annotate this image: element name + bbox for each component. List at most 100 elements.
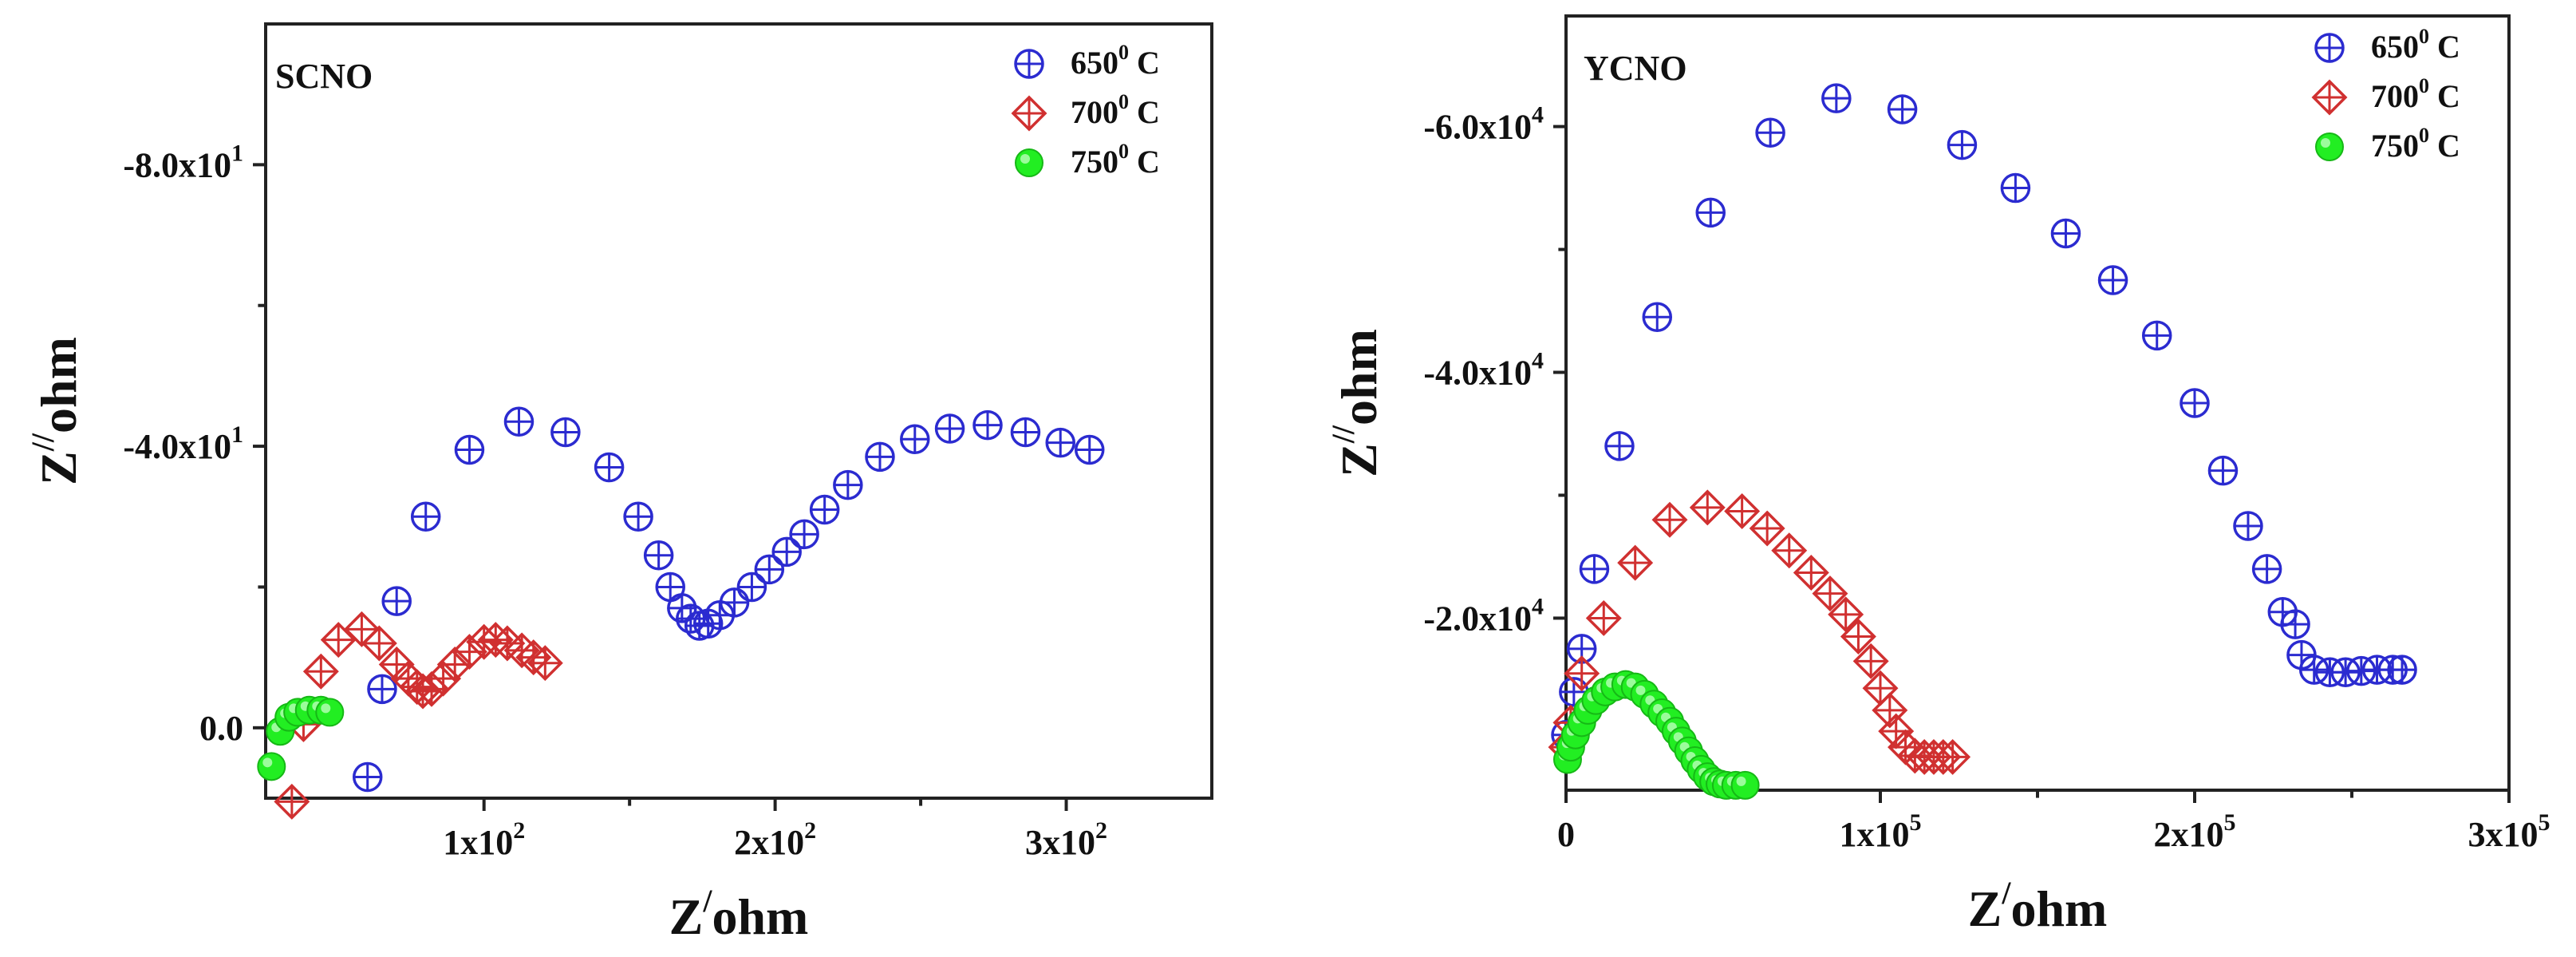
- legend: 6500 C 7000 C 7500 C: [2311, 25, 2460, 164]
- data-point: [1585, 599, 1622, 636]
- data-point: [1642, 302, 1673, 332]
- data-point: [274, 783, 310, 820]
- x-tick-label: 3x102: [1025, 817, 1107, 862]
- data-point: [410, 501, 441, 532]
- data-point: [1045, 427, 1075, 458]
- data-point: [934, 413, 965, 444]
- legend-marker: [2315, 132, 2344, 161]
- data-point: [527, 645, 563, 682]
- x-tick-label: 1x102: [443, 817, 525, 862]
- data-point: [315, 698, 345, 727]
- data-point: [2050, 218, 2081, 249]
- data-point: [1689, 489, 1726, 526]
- data-point: [503, 406, 535, 437]
- series-750: [257, 695, 345, 781]
- legend-marker: [2314, 33, 2345, 63]
- x-tick-label: 2x105: [2154, 809, 2236, 854]
- data-point: [343, 611, 380, 647]
- x-axis-title: Z/ohm: [669, 883, 809, 945]
- data-point: [2141, 320, 2172, 351]
- x-axis-title: Z/ohm: [1968, 875, 2108, 937]
- data-point: [361, 625, 397, 662]
- data-point: [2000, 172, 2031, 204]
- x-tick-label: 1x105: [1840, 809, 1922, 854]
- data-point: [594, 452, 625, 483]
- data-point: [2233, 511, 2263, 541]
- data-point: [719, 587, 750, 618]
- y-tick-label: -4.0x101: [123, 421, 243, 466]
- scno-panel: 1x102 2x102 3x102 0.0 -4.0x101 -8.0x101 Z/ohm Z…: [25, 22, 1213, 945]
- panel-title: YCNO: [1584, 49, 1687, 88]
- legend-marker: [1015, 148, 1043, 177]
- data-point: [2180, 388, 2210, 418]
- data-point: [454, 434, 485, 465]
- data-point: [2207, 455, 2239, 486]
- x-tick-label: 0: [1557, 815, 1575, 854]
- series-650: [352, 406, 1105, 793]
- panel-title: SCNO: [275, 57, 373, 96]
- legend-label: 7500 C: [2371, 124, 2460, 164]
- x-tick-label: 2x102: [734, 817, 816, 862]
- data-point: [1821, 83, 1852, 113]
- data-point: [1771, 532, 1808, 569]
- y-tick-label: 0.0: [199, 709, 243, 748]
- legend-label: 7000 C: [2371, 74, 2460, 114]
- data-point: [302, 653, 339, 690]
- y-axis-title: Z//ohm: [25, 337, 87, 485]
- data-point: [754, 554, 785, 585]
- legend-marker: [1014, 49, 1044, 79]
- ycno-panel: 0 1x105 2x105 3x105 -2.0x104 -4.0x104 -6.0x104…: [1325, 14, 2550, 937]
- data-point: [1887, 94, 1918, 125]
- data-point: [1724, 493, 1761, 529]
- data-point: [2298, 654, 2329, 685]
- data-point: [1695, 197, 1726, 228]
- data-point: [550, 417, 581, 448]
- y-tick-label: -6.0x104: [1423, 102, 1544, 147]
- data-point: [833, 469, 863, 500]
- data-point: [789, 519, 819, 550]
- data-point: [1749, 510, 1785, 547]
- data-point: [1812, 575, 1848, 612]
- data-point: [771, 536, 802, 567]
- y-tick-label: -4.0x104: [1423, 348, 1544, 393]
- data-point: [381, 586, 412, 616]
- plot-frame: [264, 22, 1213, 800]
- series-700: [1548, 489, 1971, 775]
- legend-label: 7500 C: [1071, 140, 1160, 180]
- data-point: [2330, 657, 2361, 687]
- data-point: [865, 441, 895, 473]
- data-point: [809, 494, 840, 525]
- data-point: [900, 424, 930, 455]
- data-point: [1579, 554, 1610, 584]
- data-point: [1793, 555, 1829, 591]
- data-point: [972, 409, 1003, 441]
- legend-label: 7000 C: [1071, 90, 1160, 130]
- data-point: [1651, 501, 1688, 538]
- data-point: [655, 571, 685, 603]
- data-point: [643, 540, 674, 571]
- y-tick-label: -8.0x101: [123, 140, 243, 184]
- data-point: [1604, 431, 1635, 461]
- data-point: [1617, 544, 1654, 581]
- series-750: [1552, 670, 1760, 800]
- x-tick-label: 3x105: [2468, 809, 2550, 854]
- data-point: [1010, 417, 1041, 448]
- data-point: [257, 752, 286, 781]
- legend: 6500 C 7000 C 7500 C: [1011, 41, 1160, 180]
- data-point: [1755, 117, 1785, 148]
- data-point: [2346, 655, 2377, 686]
- data-point: [2251, 554, 2282, 584]
- data-point: [1730, 770, 1760, 800]
- y-axis-title: Z//ohm: [1325, 329, 1387, 477]
- data-point: [2097, 265, 2128, 295]
- data-point: [1947, 129, 1978, 160]
- data-point: [2280, 609, 2310, 639]
- data-point: [1935, 738, 1971, 775]
- data-point: [352, 761, 383, 793]
- data-point: [2387, 654, 2417, 685]
- legend-label: 6500 C: [1071, 41, 1160, 81]
- legend-marker: [1011, 95, 1047, 132]
- legend-marker: [2311, 79, 2348, 116]
- legend-label: 6500 C: [2371, 25, 2460, 65]
